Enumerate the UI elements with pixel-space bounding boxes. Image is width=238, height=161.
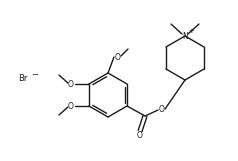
Text: O: O <box>137 132 143 141</box>
Text: O: O <box>115 52 121 62</box>
Text: −: − <box>31 71 38 80</box>
Text: +: + <box>188 28 194 34</box>
Text: O: O <box>159 104 165 114</box>
Text: Br: Br <box>18 74 27 82</box>
Text: O: O <box>68 80 74 89</box>
Text: N: N <box>182 32 188 41</box>
Text: O: O <box>68 101 74 110</box>
